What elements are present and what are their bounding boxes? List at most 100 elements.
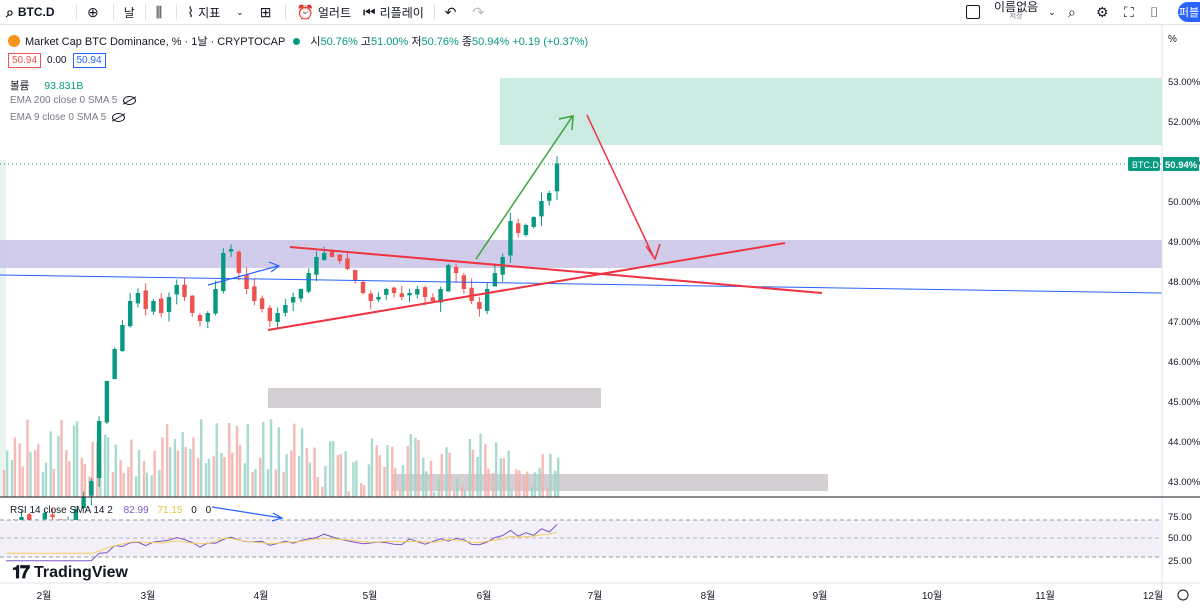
- candle-body[interactable]: [81, 497, 86, 509]
- indicators-button[interactable]: ⌇ 지표 ⌄: [181, 0, 253, 24]
- quick-search-button[interactable]: ⌕: [1062, 0, 1086, 24]
- candle-body[interactable]: [283, 305, 288, 313]
- candle-body[interactable]: [252, 286, 257, 301]
- candle-body[interactable]: [275, 313, 280, 322]
- symbol-search[interactable]: ⌕ BTC.D: [0, 0, 72, 24]
- publish-button[interactable]: 퍼블: [1178, 2, 1200, 22]
- triangle-upper-line[interactable]: [289, 246, 823, 294]
- undo-button[interactable]: ↶: [439, 0, 467, 24]
- triangle-lower-line[interactable]: [267, 242, 786, 331]
- candle-body[interactable]: [422, 287, 428, 297]
- replay-button[interactable]: ⏮ 리플레이: [357, 0, 430, 24]
- ema9-legend[interactable]: EMA 9 close 0 SMA 5: [10, 112, 126, 123]
- candle-body[interactable]: [89, 481, 94, 496]
- candle-body[interactable]: [159, 298, 164, 313]
- candle-body[interactable]: [244, 274, 249, 289]
- symbol-name[interactable]: Market Cap BTC Dominance, % · 1날 · CRYPT…: [25, 36, 286, 48]
- candle-body[interactable]: [127, 301, 133, 327]
- candle-body[interactable]: [314, 257, 319, 275]
- price-chart-canvas[interactable]: % 53.00% 52.00% 51.00% 50.00% 49.00% 48.00% 47…: [0, 25, 1200, 607]
- candle-body[interactable]: [353, 270, 358, 281]
- candle-body[interactable]: [446, 265, 451, 292]
- candle-body[interactable]: [228, 249, 234, 252]
- candle-body[interactable]: [469, 287, 474, 301]
- resistance-zone-purple[interactable]: [0, 240, 1162, 268]
- candle-body[interactable]: [213, 289, 218, 314]
- layout-button[interactable]: 이름없음 저장 ⌄: [960, 0, 1066, 24]
- candle-body[interactable]: [508, 221, 513, 256]
- ema200-legend[interactable]: EMA 200 close 0 SMA 5: [10, 95, 137, 106]
- candle-body[interactable]: [205, 313, 210, 322]
- candle-body[interactable]: [73, 509, 79, 524]
- candle-body[interactable]: [151, 301, 156, 312]
- alert-button[interactable]: ⏰ 얼러트: [290, 0, 357, 24]
- eye-off-icon[interactable]: [112, 112, 126, 122]
- candle-body[interactable]: [259, 298, 265, 309]
- candle-body[interactable]: [399, 293, 404, 297]
- snapshot-button[interactable]: ⌷: [1144, 0, 1168, 24]
- trend-line-blue[interactable]: [0, 274, 1163, 294]
- volume-legend[interactable]: 볼륨 93.831B: [10, 78, 83, 93]
- candle-body[interactable]: [135, 293, 141, 304]
- target-zone-green[interactable]: [500, 78, 1162, 145]
- chart-type-button[interactable]: ⫼: [150, 0, 172, 24]
- candle-body[interactable]: [531, 217, 536, 227]
- candle-body[interactable]: [306, 273, 311, 292]
- ask-price[interactable]: 50.94: [72, 52, 106, 68]
- chart-area[interactable]: % 53.00% 52.00% 51.00% 50.00% 49.00% 48.00% 47…: [0, 25, 1200, 607]
- candle-body[interactable]: [337, 254, 342, 261]
- candle-body[interactable]: [174, 285, 179, 295]
- candle-body[interactable]: [492, 273, 498, 287]
- candle-body[interactable]: [523, 225, 529, 236]
- candle-body[interactable]: [539, 201, 544, 217]
- candle-body[interactable]: [415, 289, 420, 295]
- candle-body[interactable]: [27, 514, 32, 525]
- candle-body[interactable]: [104, 381, 110, 423]
- redo-button[interactable]: ↷: [467, 0, 495, 24]
- candle-body[interactable]: [221, 253, 226, 292]
- candle-body[interactable]: [391, 287, 397, 293]
- candle-body[interactable]: [112, 349, 117, 380]
- candle-body[interactable]: [298, 289, 304, 299]
- candle-body[interactable]: [321, 253, 327, 260]
- candle-body[interactable]: [384, 289, 389, 295]
- rsi-divergence-arrow[interactable]: [211, 506, 283, 519]
- candle-body[interactable]: [345, 258, 350, 269]
- blue-arrow-line[interactable]: [207, 265, 279, 286]
- green-arrow-line[interactable]: [475, 116, 573, 260]
- candle-body[interactable]: [368, 293, 373, 301]
- candle-body[interactable]: [166, 297, 172, 312]
- interval-button[interactable]: 날: [118, 0, 141, 24]
- axis-settings-button[interactable]: [1177, 589, 1189, 601]
- red-arrow-line[interactable]: [586, 114, 655, 259]
- bid-price[interactable]: 50.94: [8, 52, 42, 68]
- candle-body[interactable]: [190, 295, 195, 313]
- candle-body[interactable]: [515, 223, 521, 233]
- templates-button[interactable]: ⊞: [254, 0, 282, 24]
- candle-body[interactable]: [376, 297, 381, 300]
- eye-off-icon[interactable]: [123, 95, 137, 105]
- candle-body[interactable]: [407, 293, 412, 296]
- candle-body[interactable]: [484, 289, 490, 311]
- candle-body[interactable]: [120, 325, 125, 352]
- candle-body[interactable]: [477, 302, 482, 309]
- candle-body[interactable]: [96, 421, 102, 479]
- tradingview-logo[interactable]: 𝟏𝟕 TradingView: [12, 562, 128, 583]
- support-zone-grey[interactable]: [268, 388, 601, 408]
- candle-body[interactable]: [50, 514, 55, 517]
- candle-body[interactable]: [267, 307, 273, 321]
- candle-body[interactable]: [430, 297, 436, 301]
- candle-body[interactable]: [554, 163, 560, 192]
- candle-body[interactable]: [290, 297, 296, 303]
- candle-body[interactable]: [329, 250, 335, 257]
- candle-body[interactable]: [453, 266, 459, 273]
- candle-body[interactable]: [438, 289, 443, 303]
- candle-body[interactable]: [197, 314, 203, 321]
- rsi-legend[interactable]: RSI 14 close SMA 14 2 82.99 71.15 0 0: [10, 505, 211, 516]
- candle-body[interactable]: [547, 193, 552, 201]
- candle-body[interactable]: [42, 513, 48, 520]
- settings-button[interactable]: ⚙: [1090, 0, 1119, 24]
- candle-body[interactable]: [360, 281, 366, 293]
- candle-body[interactable]: [182, 284, 187, 297]
- candle-body[interactable]: [143, 290, 148, 309]
